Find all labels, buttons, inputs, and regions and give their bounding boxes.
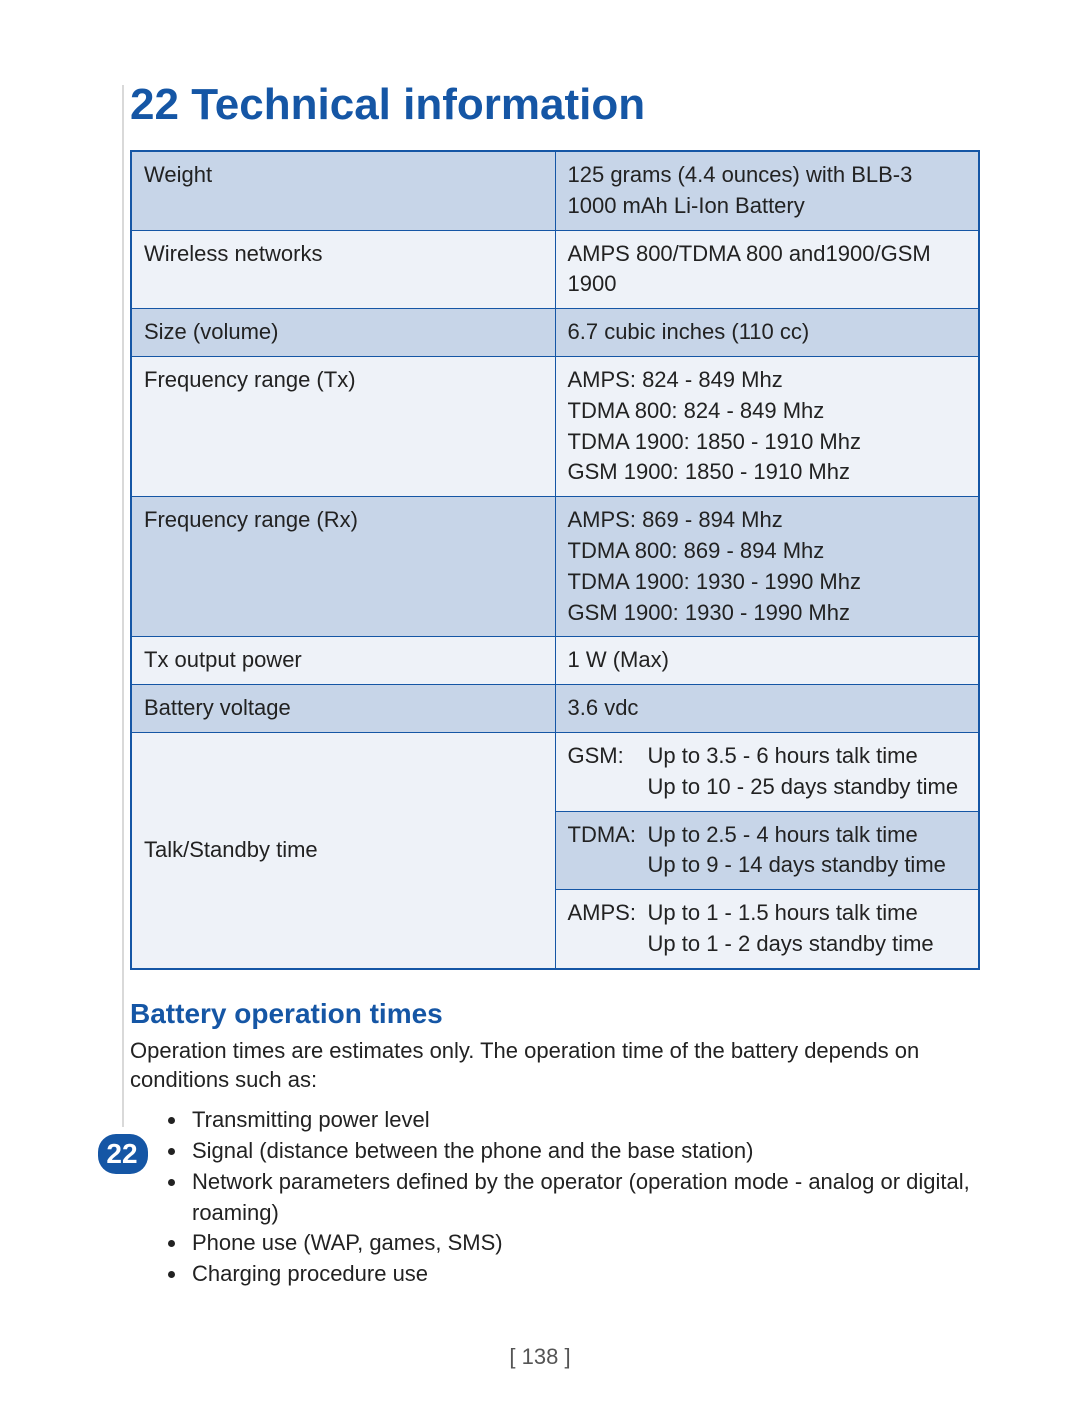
talk-mode-label: AMPS:: [568, 898, 648, 929]
spec-value: TDMA:Up to 2.5 - 4 hours talk timeUp to …: [555, 811, 979, 890]
list-item: Signal (distance between the phone and t…: [188, 1136, 980, 1167]
chapter-number: 22: [130, 80, 179, 129]
spec-label: Talk/Standby time: [131, 732, 555, 968]
list-item: Phone use (WAP, games, SMS): [188, 1228, 980, 1259]
battery-bullet-list: Transmitting power levelSignal (distance…: [130, 1105, 980, 1290]
talk-time-text: Up to 3.5 - 6 hours talk time: [648, 741, 959, 772]
spec-value: 1 W (Max): [555, 637, 979, 685]
page-number: [ 138 ]: [509, 1344, 570, 1370]
spec-label: Frequency range (Rx): [131, 497, 555, 637]
spec-value: AMPS: 869 - 894 Mhz TDMA 800: 869 - 894 …: [555, 497, 979, 637]
table-row: Battery voltage3.6 vdc: [131, 685, 979, 733]
list-item: Transmitting power level: [188, 1105, 980, 1136]
standby-time-text: Up to 10 - 25 days standby time: [648, 772, 959, 803]
talk-mode-label: GSM:: [568, 741, 648, 772]
talk-mode-label: TDMA:: [568, 820, 648, 851]
list-item: Charging procedure use: [188, 1259, 980, 1290]
talk-mode-values: Up to 1 - 1.5 hours talk timeUp to 1 - 2…: [648, 898, 934, 960]
spec-value: AMPS 800/TDMA 800 and1900/GSM 1900: [555, 230, 979, 309]
table-row: Frequency range (Tx)AMPS: 824 - 849 Mhz …: [131, 356, 979, 496]
spec-value: 3.6 vdc: [555, 685, 979, 733]
list-item: Network parameters defined by the operat…: [188, 1167, 980, 1229]
talk-mode-values: Up to 3.5 - 6 hours talk timeUp to 10 - …: [648, 741, 959, 803]
standby-time-text: Up to 9 - 14 days standby time: [648, 850, 946, 881]
chapter-tab: 22: [98, 1134, 148, 1174]
spec-value: 6.7 cubic inches (110 cc): [555, 309, 979, 357]
table-row: Wireless networksAMPS 800/TDMA 800 and19…: [131, 230, 979, 309]
talk-time-text: Up to 2.5 - 4 hours talk time: [648, 820, 946, 851]
spec-label: Frequency range (Tx): [131, 356, 555, 496]
chapter-title: Technical information: [191, 80, 645, 129]
spec-value: AMPS: 824 - 849 Mhz TDMA 800: 824 - 849 …: [555, 356, 979, 496]
battery-subheading: Battery operation times: [130, 998, 980, 1030]
spec-label: Tx output power: [131, 637, 555, 685]
table-row: Frequency range (Rx)AMPS: 869 - 894 Mhz …: [131, 497, 979, 637]
chapter-tab-number: 22: [98, 1134, 148, 1174]
vertical-guide-line: [122, 85, 124, 1127]
table-row: Talk/Standby timeGSM:Up to 3.5 - 6 hours…: [131, 732, 979, 811]
chapter-heading: 22 Technical information: [130, 80, 980, 130]
standby-time-text: Up to 1 - 2 days standby time: [648, 929, 934, 960]
battery-intro-text: Operation times are estimates only. The …: [130, 1036, 980, 1095]
spec-value: AMPS:Up to 1 - 1.5 hours talk timeUp to …: [555, 890, 979, 969]
specifications-table: Weight125 grams (4.4 ounces) with BLB-3 …: [130, 150, 980, 970]
table-row: Size (volume)6.7 cubic inches (110 cc): [131, 309, 979, 357]
table-row: Weight125 grams (4.4 ounces) with BLB-3 …: [131, 151, 979, 230]
talk-time-text: Up to 1 - 1.5 hours talk time: [648, 898, 934, 929]
spec-label: Weight: [131, 151, 555, 230]
spec-value: GSM:Up to 3.5 - 6 hours talk timeUp to 1…: [555, 732, 979, 811]
spec-label: Size (volume): [131, 309, 555, 357]
table-row: Tx output power1 W (Max): [131, 637, 979, 685]
talk-mode-values: Up to 2.5 - 4 hours talk timeUp to 9 - 1…: [648, 820, 946, 882]
spec-label: Battery voltage: [131, 685, 555, 733]
spec-label: Wireless networks: [131, 230, 555, 309]
spec-value: 125 grams (4.4 ounces) with BLB-3 1000 m…: [555, 151, 979, 230]
